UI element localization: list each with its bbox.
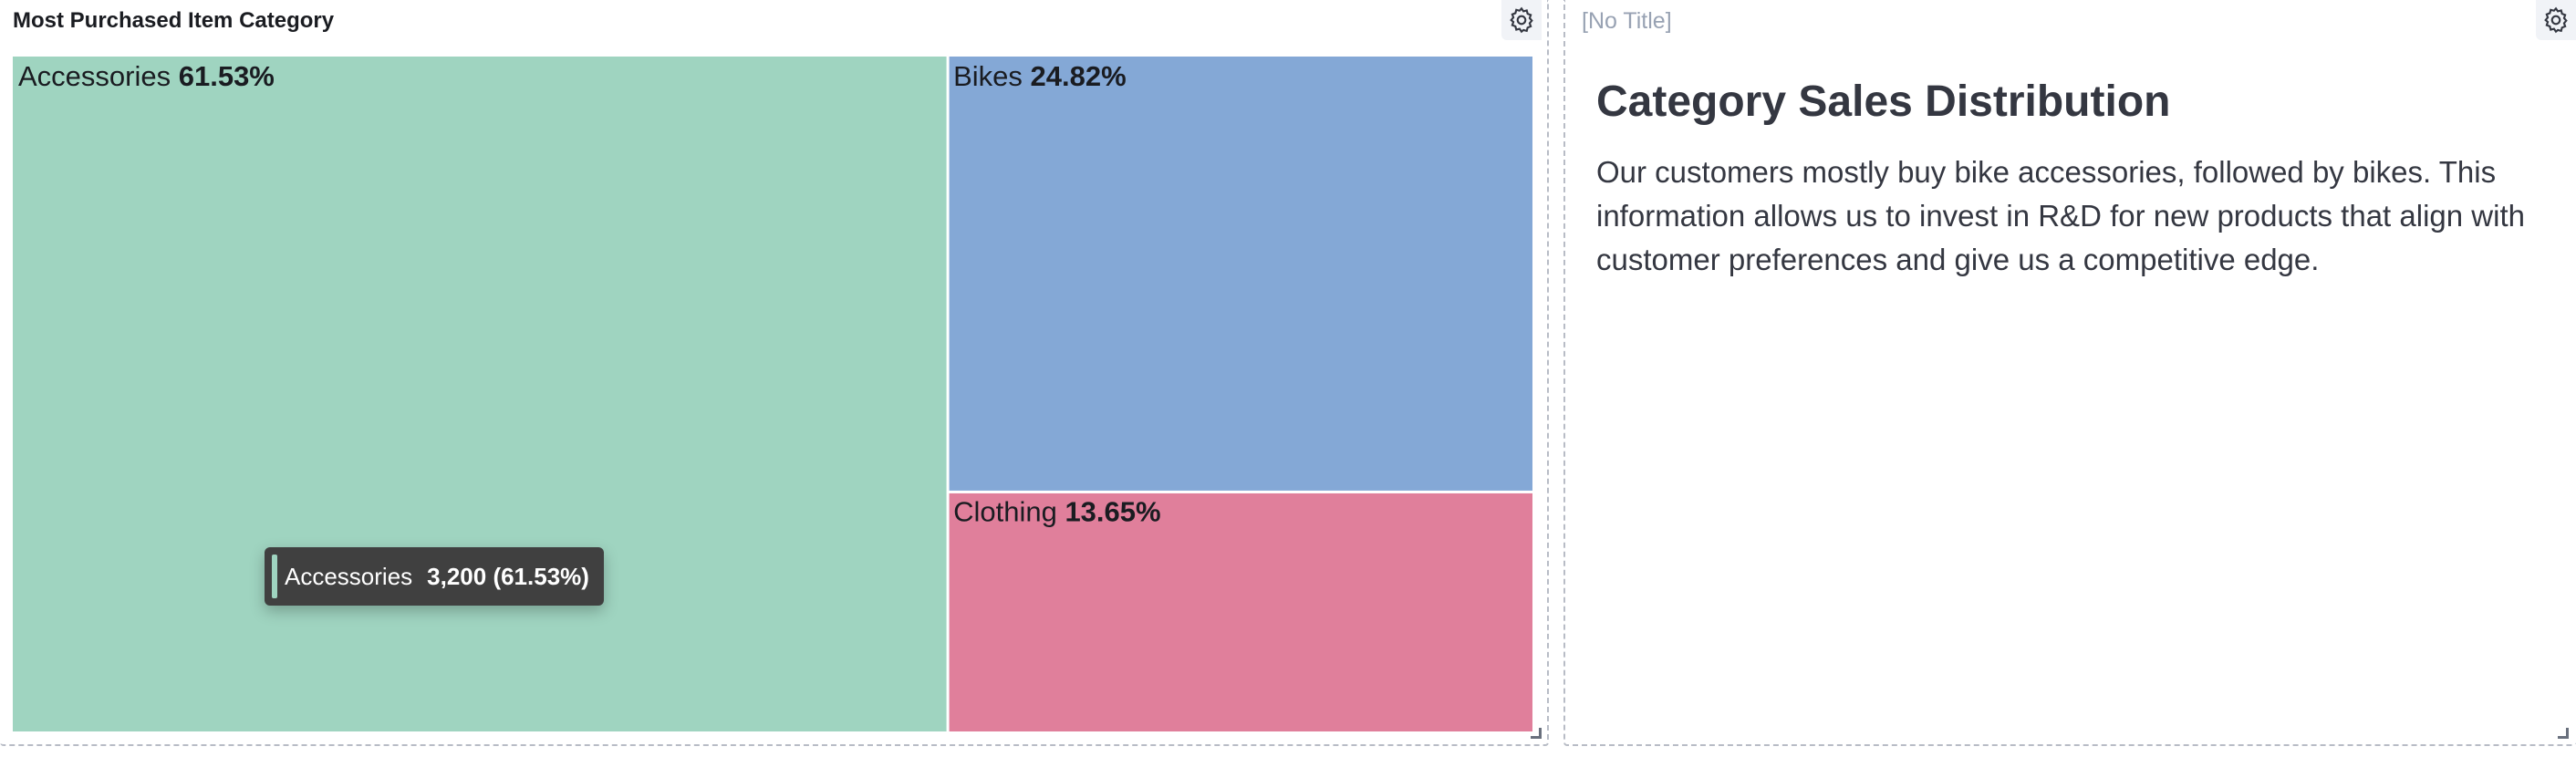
resize-handle-icon[interactable] xyxy=(2558,728,2569,739)
treemap-label-accessories: Accessories 61.53% xyxy=(18,60,275,92)
gear-icon xyxy=(1510,6,1533,34)
treemap-cell-clothing[interactable]: Clothing 13.65% xyxy=(949,493,1532,731)
panel-settings-button[interactable] xyxy=(2536,0,2576,40)
treemap-cell-bikes[interactable]: Bikes 24.82% xyxy=(949,57,1532,491)
markdown-heading: Category Sales Distribution xyxy=(1596,78,2171,126)
resize-handle-icon[interactable] xyxy=(1531,728,1542,739)
treemap-rect-bikes[interactable] xyxy=(949,57,1532,491)
gear-icon xyxy=(2544,6,2568,34)
panel-settings-button[interactable] xyxy=(1501,0,1542,40)
treemap-label-percent: 61.53% xyxy=(179,60,275,92)
panel-title-placeholder: [No Title] xyxy=(1582,8,1672,34)
chart-tooltip: Accessories 3,200 (61.53%) xyxy=(265,547,604,606)
treemap-label-percent: 13.65% xyxy=(1065,495,1160,527)
treemap-rect-accessories[interactable] xyxy=(13,57,947,731)
treemap-label-name: Bikes xyxy=(953,60,1030,92)
markdown-panel: [No Title] Category Sales Distribution O… xyxy=(1563,0,2576,746)
panel-title: Most Purchased Item Category xyxy=(13,8,335,33)
treemap-label-bikes: Bikes 24.82% xyxy=(953,60,1127,92)
treemap-rect-clothing[interactable] xyxy=(949,493,1532,731)
treemap-chart: Accessories 61.53% Bikes 24.82% Clothing 1… xyxy=(13,57,1532,731)
markdown-content: Category Sales Distribution Our customer… xyxy=(1596,77,2545,282)
treemap-label-name: Accessories xyxy=(18,60,179,92)
treemap-panel: Most Purchased Item Category Accessories… xyxy=(0,0,1549,746)
tooltip-label: Accessories xyxy=(285,562,413,590)
markdown-paragraph: Our customers mostly buy bike accessorie… xyxy=(1596,155,2525,276)
treemap-label-percent: 24.82% xyxy=(1031,60,1127,92)
tooltip-value: 3,200 (61.53%) xyxy=(427,562,589,590)
treemap-cell-accessories[interactable]: Accessories 61.53% xyxy=(13,57,947,731)
tooltip-color-swatch xyxy=(272,555,277,598)
treemap-label-name: Clothing xyxy=(953,495,1065,527)
treemap-label-clothing: Clothing 13.65% xyxy=(953,495,1161,527)
